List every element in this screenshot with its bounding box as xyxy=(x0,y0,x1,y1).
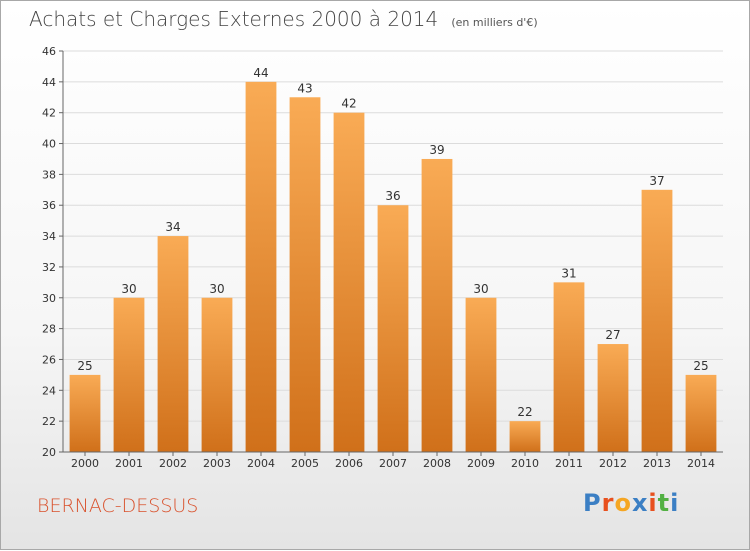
y-tick-label: 20 xyxy=(42,446,56,459)
bar-2003 xyxy=(201,297,233,452)
y-tick-label: 24 xyxy=(42,384,56,397)
y-tick-label: 30 xyxy=(42,292,56,305)
x-tick-label: 2014 xyxy=(687,457,715,470)
data-label-2001: 30 xyxy=(121,282,136,296)
logo-letter: P xyxy=(583,489,602,517)
data-label-2014: 25 xyxy=(693,359,708,373)
bar-2012 xyxy=(597,344,629,452)
x-tick-label: 2006 xyxy=(335,457,363,470)
x-tick-label: 2002 xyxy=(159,457,187,470)
y-tick-label: 28 xyxy=(42,323,56,336)
x-tick-label: 2005 xyxy=(291,457,319,470)
chart-subtitle: (en milliers d'€) xyxy=(451,16,538,29)
x-tick-label: 2001 xyxy=(115,457,143,470)
data-label-2002: 34 xyxy=(165,220,180,234)
y-tick-label: 34 xyxy=(42,230,56,243)
data-label-2004: 44 xyxy=(253,66,268,80)
y-tick-label: 46 xyxy=(42,45,56,58)
bar-2014 xyxy=(685,374,717,452)
x-tick-label: 2000 xyxy=(71,457,99,470)
x-tick-label: 2012 xyxy=(599,457,627,470)
place-name: BERNAC-DESSUS xyxy=(37,495,199,517)
data-labels: 25 30 34 30 44 43 42 36 39 30 22 31 27 37 25 xyxy=(77,66,708,419)
data-label-2008: 39 xyxy=(429,143,444,157)
bar-2011 xyxy=(553,282,585,452)
y-tick-label: 40 xyxy=(42,138,56,151)
x-axis-ticks: 2000 2001 2002 2003 2004 2005 2006 2007 2008 2009… xyxy=(71,452,715,470)
bar-2007 xyxy=(377,205,409,452)
proxiti-logo: Proxiti xyxy=(583,489,679,517)
y-tick-label: 26 xyxy=(42,353,56,366)
data-label-2006: 42 xyxy=(341,97,356,111)
logo-letter: r xyxy=(601,489,615,517)
axes xyxy=(62,51,723,453)
bars xyxy=(69,81,717,453)
data-label-2013: 37 xyxy=(649,174,664,188)
y-tick-label: 36 xyxy=(42,199,56,212)
y-axis-ticks: 20 22 24 26 28 30 32 34 36 38 40 42 44 46 xyxy=(42,45,63,459)
y-tick-label: 38 xyxy=(42,168,56,181)
x-tick-label: 2008 xyxy=(423,457,451,470)
x-tick-label: 2007 xyxy=(379,457,407,470)
logo-letter: i xyxy=(670,489,680,517)
logo-letter: t xyxy=(657,489,671,517)
bar-2004 xyxy=(245,81,277,452)
bar-2013 xyxy=(641,189,673,453)
x-tick-label: 2011 xyxy=(555,457,583,470)
bar-2010 xyxy=(509,421,541,452)
logo-letter: i xyxy=(648,489,658,517)
bar-2000 xyxy=(69,374,101,452)
bar-2006 xyxy=(333,112,365,452)
y-tick-label: 32 xyxy=(42,261,56,274)
logo-letter: o xyxy=(614,489,632,517)
data-label-2003: 30 xyxy=(209,282,224,296)
logo-letter: x xyxy=(631,489,649,517)
data-label-2005: 43 xyxy=(297,81,312,95)
data-label-2007: 36 xyxy=(385,189,400,203)
chart-title-main: Achats et Charges Externes 2000 à 2014 xyxy=(29,7,439,31)
x-tick-label: 2010 xyxy=(511,457,539,470)
chart-title: Achats et Charges Externes 2000 à 2014 (… xyxy=(29,7,538,31)
data-label-2010: 22 xyxy=(517,405,532,419)
bar-2008 xyxy=(421,158,453,452)
data-label-2000: 25 xyxy=(77,359,92,373)
bar-2001 xyxy=(113,297,145,452)
x-tick-label: 2013 xyxy=(643,457,671,470)
x-tick-label: 2009 xyxy=(467,457,495,470)
bar-2005 xyxy=(289,97,321,453)
y-tick-label: 22 xyxy=(42,415,56,428)
data-label-2009: 30 xyxy=(473,282,488,296)
bar-2002 xyxy=(157,236,189,452)
bar-2009 xyxy=(465,297,497,452)
y-tick-label: 44 xyxy=(42,76,56,89)
data-label-2011: 31 xyxy=(561,266,576,280)
y-tick-label: 42 xyxy=(42,107,56,120)
x-tick-label: 2003 xyxy=(203,457,231,470)
data-label-2012: 27 xyxy=(605,328,620,342)
x-tick-label: 2004 xyxy=(247,457,275,470)
